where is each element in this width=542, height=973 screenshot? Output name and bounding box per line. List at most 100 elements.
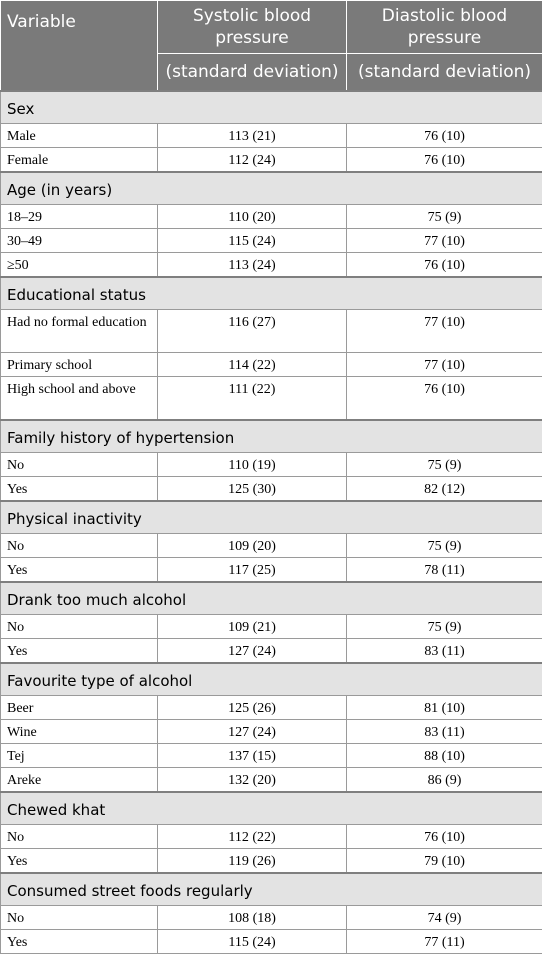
diastolic-value: 75 (9) — [346, 533, 542, 558]
row-label: Yes — [0, 848, 158, 874]
section-title: Educational status — [0, 276, 542, 310]
row-label: Male — [0, 123, 158, 148]
systolic-value: 110 (19) — [157, 452, 347, 477]
row-label: Female — [0, 147, 158, 173]
systolic-value: 115 (24) — [157, 929, 347, 954]
diastolic-value: 76 (10) — [346, 147, 542, 173]
systolic-value: 127 (24) — [157, 719, 347, 744]
table-row: No 112 (22) 76 (10) — [0, 824, 542, 849]
table-header: Variable Systolic blood pressure Diastol… — [0, 0, 542, 92]
row-label: 30–49 — [0, 228, 158, 253]
header-systolic: Systolic blood pressure — [157, 0, 347, 54]
table-row: Yes 125 (30) 82 (12) — [0, 476, 542, 502]
row-label: No — [0, 452, 158, 477]
table-row: Had no formal education 116 (27) 77 (10) — [0, 309, 542, 353]
section-row: Sex — [0, 90, 542, 124]
row-label: Yes — [0, 476, 158, 502]
section-title: Drank too much alcohol — [0, 581, 542, 615]
table-row: 18–29 110 (20) 75 (9) — [0, 204, 542, 229]
row-label: No — [0, 824, 158, 849]
systolic-value: 125 (26) — [157, 695, 347, 720]
systolic-value: 137 (15) — [157, 743, 347, 768]
table-row: Yes 117 (25) 78 (11) — [0, 557, 542, 583]
table-row: Tej 137 (15) 88 (10) — [0, 743, 542, 768]
table-row: Beer 125 (26) 81 (10) — [0, 695, 542, 720]
section-row: Favourite type of alcohol — [0, 662, 542, 696]
section-title: Family history of hypertension — [0, 419, 542, 453]
systolic-value: 112 (22) — [157, 824, 347, 849]
section-title: Chewed khat — [0, 791, 542, 825]
row-label: Primary school — [0, 352, 158, 377]
table-row: No 108 (18) 74 (9) — [0, 905, 542, 930]
row-label: Tej — [0, 743, 158, 768]
row-label: Yes — [0, 638, 158, 664]
section-title: Physical inactivity — [0, 500, 542, 534]
systolic-value: 125 (30) — [157, 476, 347, 502]
section-title: Favourite type of alcohol — [0, 662, 542, 696]
diastolic-value: 76 (10) — [346, 252, 542, 278]
row-label: Yes — [0, 929, 158, 954]
table-row: No 109 (20) 75 (9) — [0, 533, 542, 558]
section-row: Physical inactivity — [0, 500, 542, 534]
header-systolic-sub: (standard deviation) — [157, 53, 347, 92]
row-label: Yes — [0, 557, 158, 583]
diastolic-value: 75 (9) — [346, 614, 542, 639]
table-row: Male 113 (21) 76 (10) — [0, 123, 542, 148]
header-diastolic: Diastolic blood pressure — [346, 0, 542, 54]
systolic-value: 109 (20) — [157, 533, 347, 558]
systolic-value: 119 (26) — [157, 848, 347, 874]
row-label: High school and above — [0, 376, 158, 421]
diastolic-value: 76 (10) — [346, 376, 542, 421]
section-row: Family history of hypertension — [0, 419, 542, 453]
table-row: Yes 115 (24) 77 (11) — [0, 929, 542, 954]
table-row: ≥50 113 (24) 76 (10) — [0, 252, 542, 278]
row-label: No — [0, 614, 158, 639]
table-body: Sex Male 113 (21) 76 (10) Female 112 (24) 76 (… — [0, 90, 542, 954]
systolic-value: 132 (20) — [157, 767, 347, 793]
diastolic-value: 78 (11) — [346, 557, 542, 583]
section-title: Consumed street foods regularly — [0, 872, 542, 906]
table-row: Yes 119 (26) 79 (10) — [0, 848, 542, 874]
systolic-value: 113 (24) — [157, 252, 347, 278]
row-label: No — [0, 905, 158, 930]
diastolic-value: 88 (10) — [346, 743, 542, 768]
diastolic-value: 74 (9) — [346, 905, 542, 930]
diastolic-value: 83 (11) — [346, 719, 542, 744]
diastolic-value: 82 (12) — [346, 476, 542, 502]
diastolic-value: 77 (11) — [346, 929, 542, 954]
header-variable: Variable — [0, 0, 158, 92]
table-row: 30–49 115 (24) 77 (10) — [0, 228, 542, 253]
diastolic-value: 86 (9) — [346, 767, 542, 793]
systolic-value: 114 (22) — [157, 352, 347, 377]
section-row: Chewed khat — [0, 791, 542, 825]
table-row: Areke 132 (20) 86 (9) — [0, 767, 542, 793]
table-row: Wine 127 (24) 83 (11) — [0, 719, 542, 744]
diastolic-value: 75 (9) — [346, 204, 542, 229]
diastolic-value: 76 (10) — [346, 123, 542, 148]
row-label: 18–29 — [0, 204, 158, 229]
header-diastolic-sub: (standard deviation) — [346, 53, 542, 92]
diastolic-value: 81 (10) — [346, 695, 542, 720]
row-label: Had no formal education — [0, 309, 158, 353]
section-row: Educational status — [0, 276, 542, 310]
section-row: Consumed street foods regularly — [0, 872, 542, 906]
section-title: Sex — [0, 90, 542, 124]
table-row: High school and above 111 (22) 76 (10) — [0, 376, 542, 421]
diastolic-value: 77 (10) — [346, 228, 542, 253]
diastolic-value: 76 (10) — [346, 824, 542, 849]
section-title: Age (in years) — [0, 171, 542, 205]
row-label: Beer — [0, 695, 158, 720]
table-row: Yes 127 (24) 83 (11) — [0, 638, 542, 664]
row-label: Areke — [0, 767, 158, 793]
table-row: No 109 (21) 75 (9) — [0, 614, 542, 639]
diastolic-value: 75 (9) — [346, 452, 542, 477]
systolic-value: 116 (27) — [157, 309, 347, 353]
systolic-value: 110 (20) — [157, 204, 347, 229]
row-label: Wine — [0, 719, 158, 744]
diastolic-value: 77 (10) — [346, 309, 542, 353]
systolic-value: 111 (22) — [157, 376, 347, 421]
row-label: No — [0, 533, 158, 558]
table-row: Female 112 (24) 76 (10) — [0, 147, 542, 173]
diastolic-value: 77 (10) — [346, 352, 542, 377]
